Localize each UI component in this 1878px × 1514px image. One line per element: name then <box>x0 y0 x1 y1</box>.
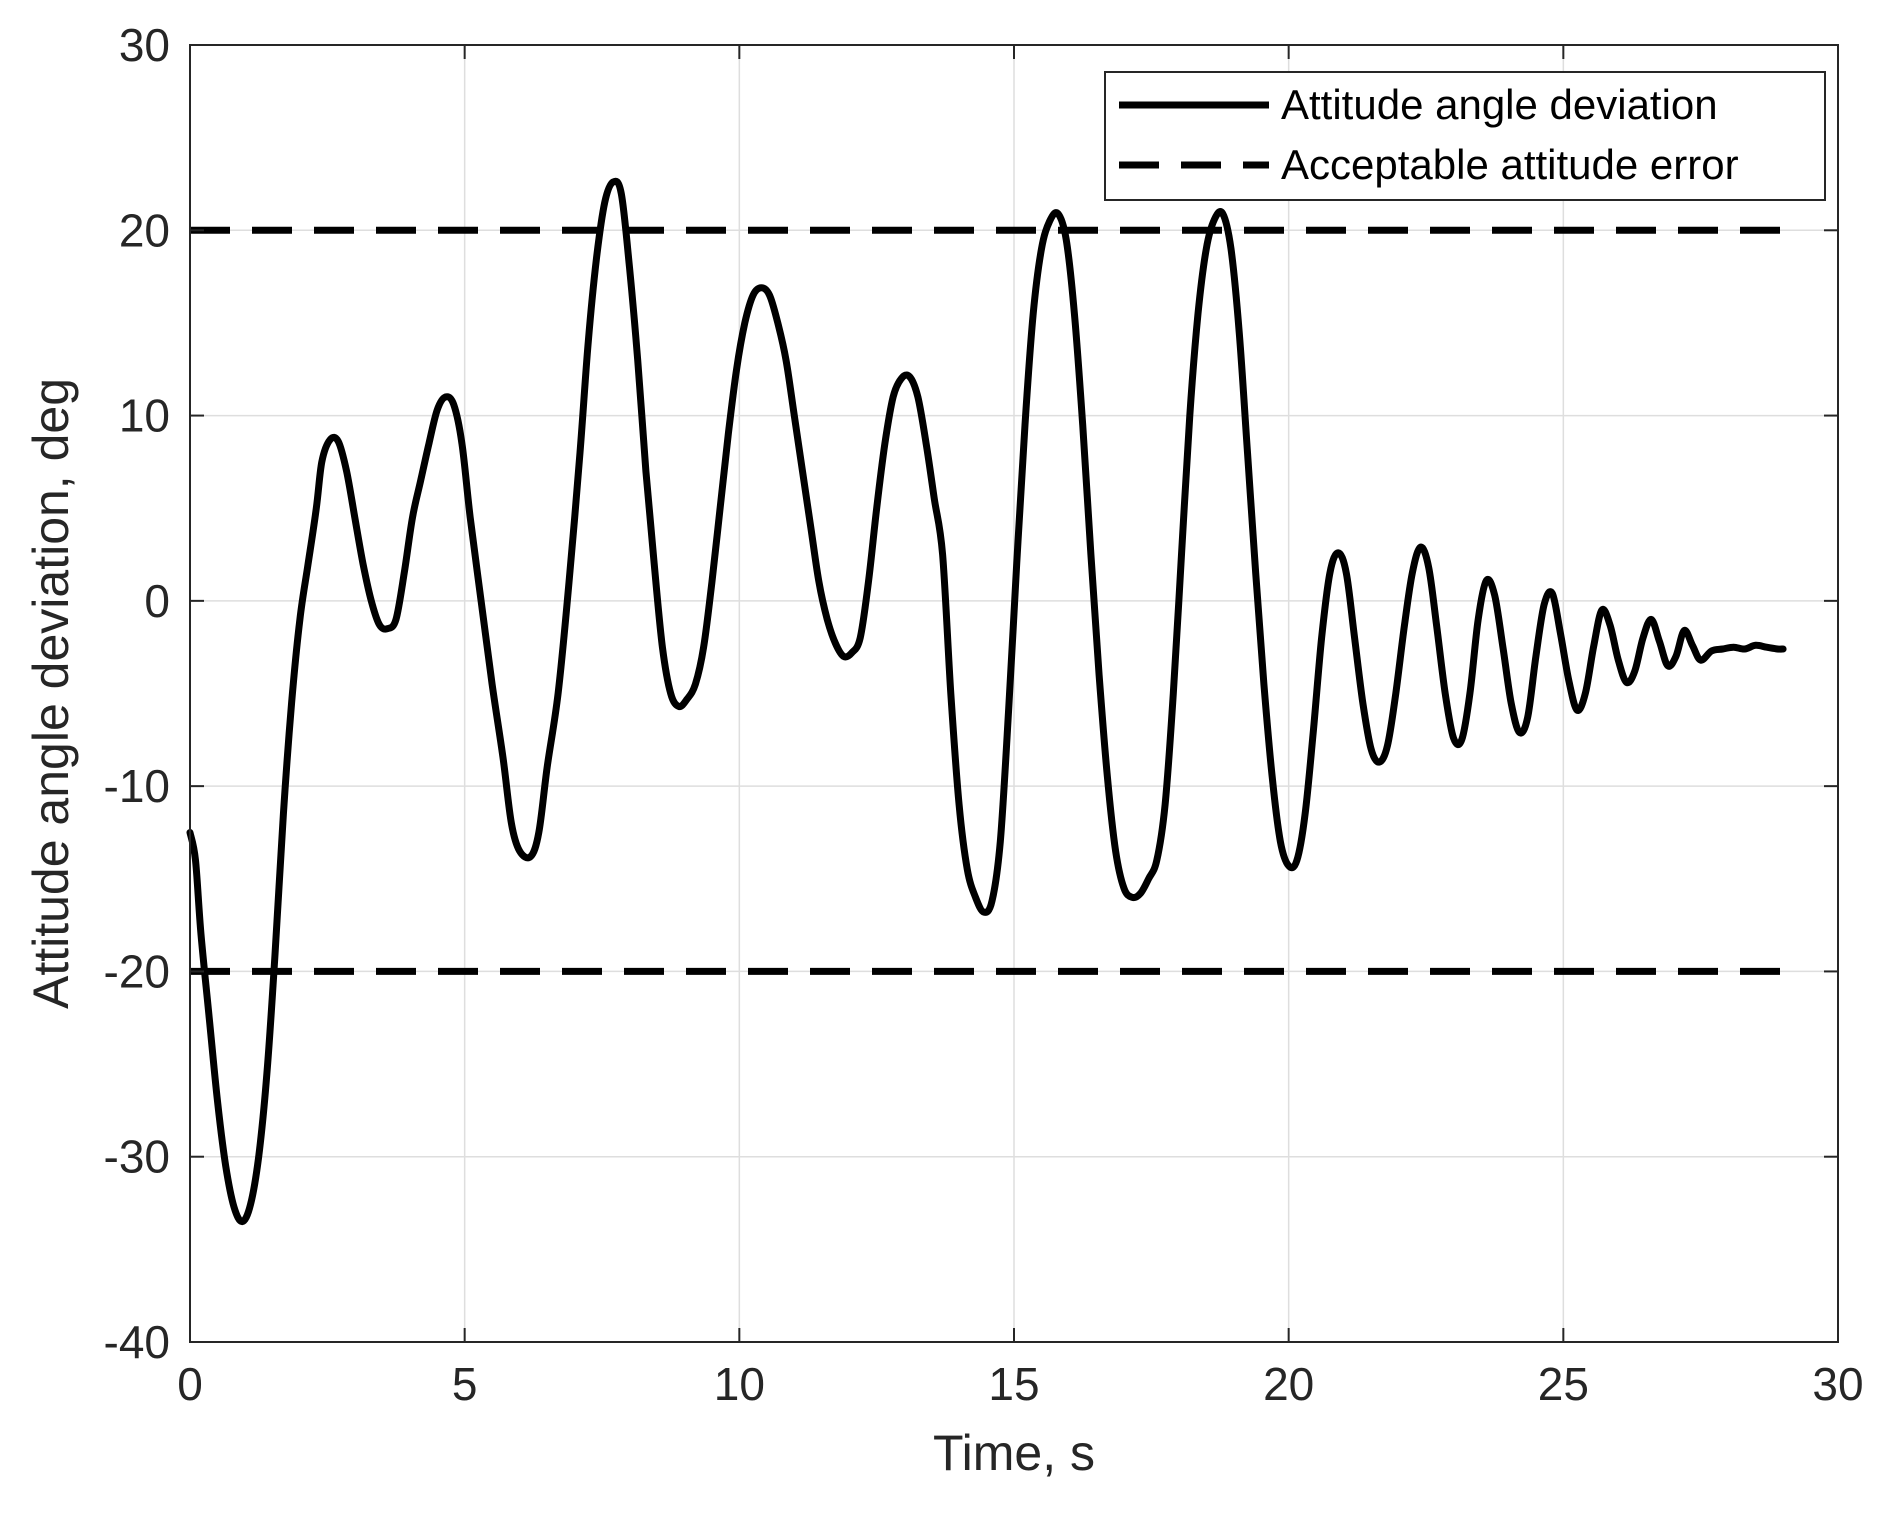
x-tick-label: 15 <box>988 1358 1039 1410</box>
attitude-angle-deviation-line <box>186 177 1787 1226</box>
x-tick-label: 25 <box>1538 1358 1589 1410</box>
legend: Attitude angle deviation Acceptable atti… <box>1104 71 1826 201</box>
x-tick-label: 10 <box>714 1358 765 1410</box>
y-tick-label: 20 <box>119 204 170 256</box>
y-tick-label: -30 <box>104 1131 170 1183</box>
y-tick-label: -10 <box>104 760 170 812</box>
legend-label-attitude-angle-deviation: Attitude angle deviation <box>1281 81 1718 128</box>
ticks <box>189 44 1839 1343</box>
x-tick-label: 0 <box>177 1358 203 1410</box>
legend-label-acceptable-attitude-error: Acceptable attitude error <box>1281 141 1739 188</box>
data-layer <box>186 177 1787 1226</box>
x-axis-label: Time, s <box>933 1425 1095 1481</box>
tick-labels: 0 5 10 15 20 25 30 -40 -30 -20 -10 0 10 20 30 <box>104 19 1864 1410</box>
x-tick-label: 5 <box>452 1358 478 1410</box>
x-tick-label: 30 <box>1812 1358 1863 1410</box>
y-tick-label: 0 <box>144 575 170 627</box>
y-axis-label: Attitude angle deviation, deg <box>23 378 79 1009</box>
y-tick-label: -20 <box>104 945 170 997</box>
x-tick-label: 20 <box>1263 1358 1314 1410</box>
y-tick-label: 30 <box>119 19 170 71</box>
y-tick-label: 10 <box>119 390 170 442</box>
legend-box <box>1104 71 1826 201</box>
y-tick-label: -40 <box>104 1316 170 1368</box>
